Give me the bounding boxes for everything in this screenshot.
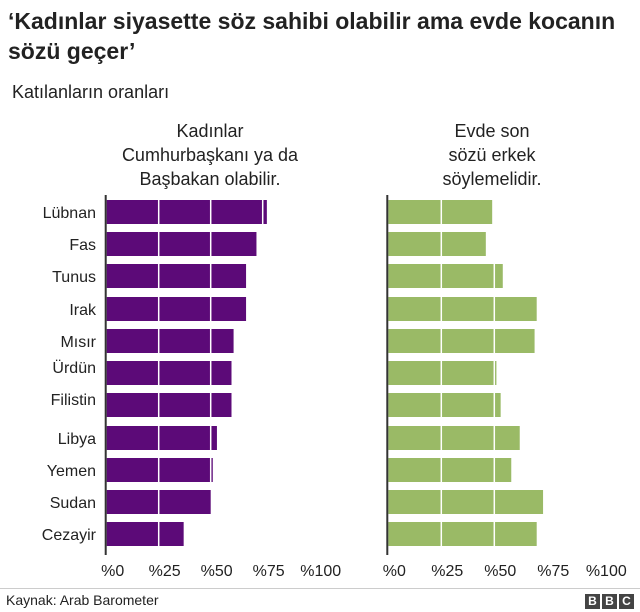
category-label: Fas (69, 237, 96, 254)
category-label: Filistin (51, 392, 96, 409)
bar-1-Fas (106, 232, 257, 256)
bar-1-Yemen (106, 458, 213, 482)
tick-label: %0 (101, 563, 124, 580)
category-label: Ürdün (52, 359, 96, 377)
bar-2-Sudan (388, 490, 544, 514)
bbc-logo-c: C (619, 594, 634, 609)
bar-2-Yemen (388, 458, 512, 482)
bar-2-Cezayir (388, 522, 537, 546)
category-label: Yemen (47, 463, 96, 480)
bbc-logo-b2: B (602, 594, 617, 609)
bar-1-Mısır (106, 329, 234, 353)
bar-1-Lübnan (106, 200, 267, 224)
tick-label: %25 (431, 563, 463, 580)
category-label: Sudan (50, 495, 96, 512)
category-label: Tunus (52, 269, 96, 286)
category-label: Mısır (60, 334, 96, 351)
tick-label: %50 (201, 563, 233, 580)
tick-label: %75 (537, 563, 569, 580)
bar-2-Libya (388, 426, 520, 450)
bar-2-Tunus (388, 264, 503, 288)
bar-1-Libya (106, 426, 217, 450)
tick-label: %50 (484, 563, 516, 580)
bar-1-Tunus (106, 264, 247, 288)
bar-1-Ürdün (106, 361, 232, 385)
panel-title-1: Kadınlar Cumhurbaşkanı ya da Başbakan olab… (122, 121, 299, 189)
bar-2-Fas (388, 232, 486, 256)
bar-1-Cezayir (106, 522, 184, 546)
tick-label: %100 (586, 563, 627, 580)
bbc-logo-b1: B (585, 594, 600, 609)
category-label: Lübnan (43, 205, 96, 222)
bar-2-Mısır (388, 329, 535, 353)
category-label: Libya (58, 431, 96, 448)
bar-2-Lübnan (388, 200, 493, 224)
tick-label: %25 (149, 563, 181, 580)
bar-2-Irak (388, 297, 537, 321)
chart-title: ‘Kadınlar siyasette söz sahibi olabilir … (8, 8, 616, 64)
chart-subtitle: Katılanların oranları (12, 82, 170, 102)
footer-divider (0, 588, 640, 589)
category-label: Irak (69, 302, 97, 319)
tick-label: %0 (383, 563, 406, 580)
source-text: Kaynak: Arab Barometer (6, 592, 159, 608)
bar-2-Filistin (388, 393, 501, 417)
bar-1-Irak (106, 297, 247, 321)
bar-1-Filistin (106, 393, 232, 417)
bar-2-Ürdün (388, 361, 497, 385)
tick-label: %75 (253, 563, 285, 580)
bar-charts: Kadınlar Cumhurbaşkanı ya da Başbakan olab… (42, 121, 627, 580)
tick-label: %100 (300, 563, 341, 580)
category-label: Cezayir (42, 527, 97, 544)
panel-title-2: Evde son sözü erkek söylemelidir. (442, 121, 541, 189)
